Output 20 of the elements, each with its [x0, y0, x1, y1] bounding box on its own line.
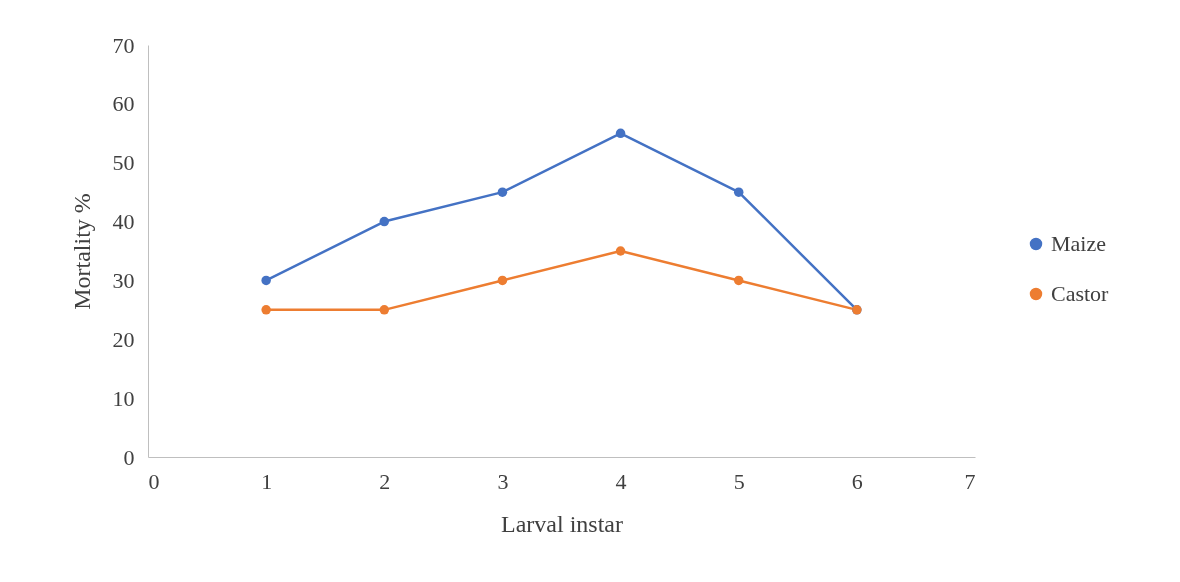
y-tick-label: 20	[112, 326, 135, 352]
x-tick-label: 2	[379, 468, 391, 494]
y-tick-label: 60	[112, 91, 135, 117]
y-tick-label: 0	[123, 444, 135, 470]
y-axis-title: Mortality %	[68, 193, 95, 310]
legend-label: Maize	[1051, 231, 1106, 256]
x-tick-label: 5	[733, 468, 745, 494]
x-axis-title: Larval instar	[501, 510, 623, 537]
legend-label: Castor	[1051, 281, 1110, 306]
y-tick-label: 10	[112, 385, 135, 411]
x-tick-label: 1	[261, 468, 273, 494]
x-tick-label: 0	[148, 468, 160, 494]
x-tick-label: 6	[851, 468, 863, 494]
x-tick-label: 3	[497, 468, 509, 494]
y-tick-label: 50	[112, 150, 135, 176]
x-tick-label: 7	[964, 468, 976, 494]
x-tick-label: 4	[615, 468, 627, 494]
y-tick-label: 30	[112, 267, 135, 293]
y-tick-label: 40	[112, 209, 135, 235]
y-tick-label: 70	[112, 32, 135, 58]
